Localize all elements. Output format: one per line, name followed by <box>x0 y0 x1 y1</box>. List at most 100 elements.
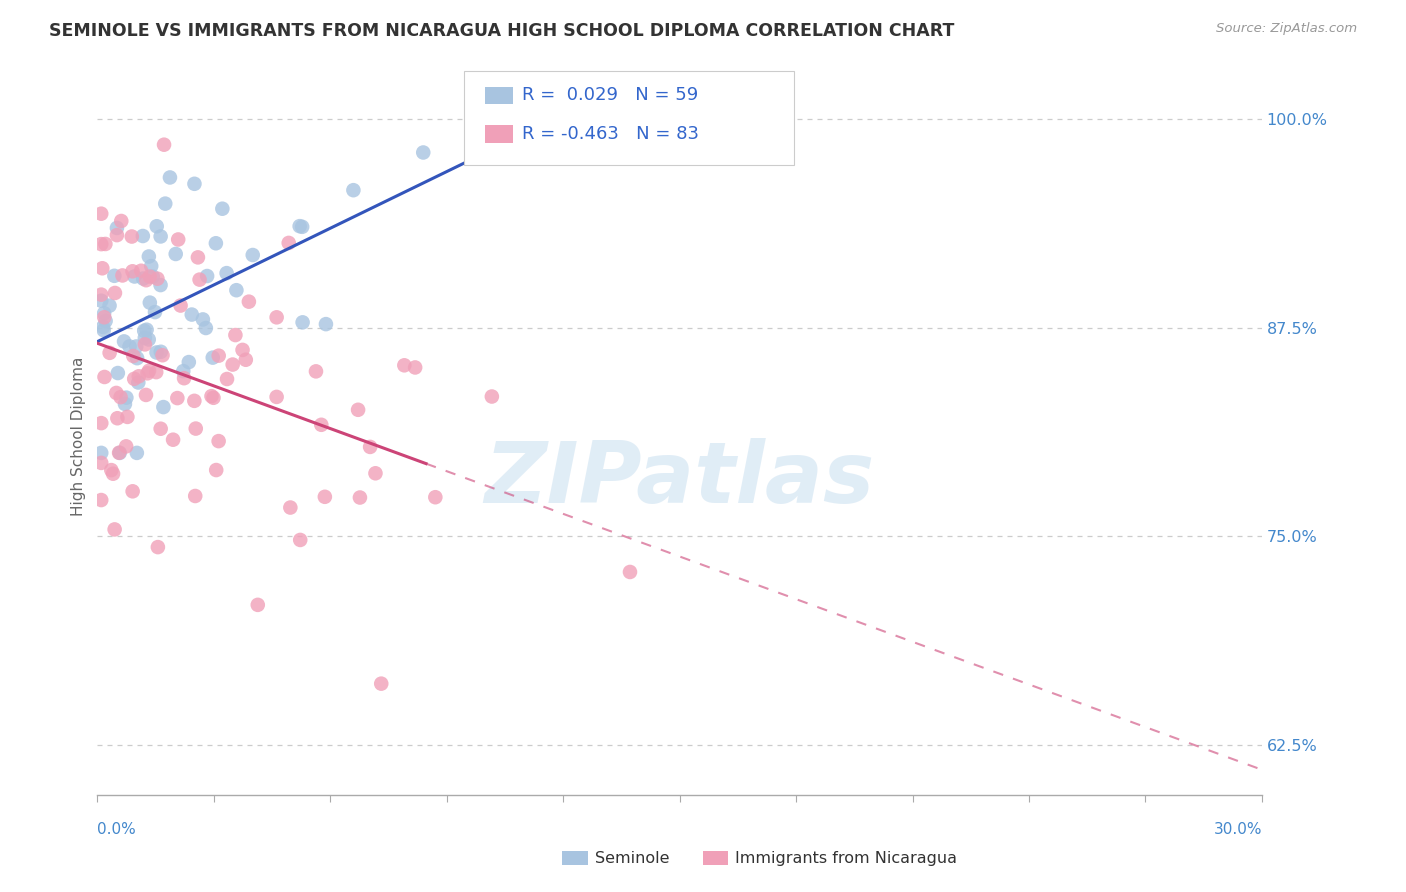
Point <box>105 228 128 243</box>
Point <box>134 331 156 345</box>
Point <box>183 393 205 408</box>
Point <box>142 269 165 284</box>
Point <box>232 343 254 357</box>
Text: Seminole: Seminole <box>595 851 669 865</box>
Point <box>347 402 370 417</box>
Point <box>138 333 160 347</box>
Point <box>242 248 264 262</box>
Point <box>619 565 641 579</box>
Point <box>169 299 191 313</box>
Point <box>180 308 202 322</box>
Point <box>110 214 132 228</box>
Point <box>224 328 246 343</box>
Point <box>149 229 172 244</box>
Point <box>291 219 314 234</box>
Point <box>94 314 117 328</box>
Point <box>394 359 416 373</box>
Point <box>90 287 112 301</box>
Point <box>152 400 174 414</box>
Point <box>425 490 447 504</box>
Point <box>134 337 156 351</box>
Point <box>108 446 131 460</box>
Point <box>98 346 121 360</box>
Point <box>101 467 124 481</box>
Point <box>315 317 337 331</box>
Text: 0.0%: 0.0% <box>97 822 136 837</box>
Point <box>200 389 222 403</box>
Point <box>246 598 269 612</box>
Point <box>132 271 155 285</box>
Point <box>238 294 260 309</box>
Text: Source: ZipAtlas.com: Source: ZipAtlas.com <box>1216 22 1357 36</box>
Point <box>159 170 181 185</box>
Text: R = -0.463   N = 83: R = -0.463 N = 83 <box>522 125 699 143</box>
Point <box>91 320 114 334</box>
Point <box>115 391 138 405</box>
Point <box>207 434 229 449</box>
Point <box>280 500 302 515</box>
Point <box>105 221 128 235</box>
Point <box>225 283 247 297</box>
Point <box>412 145 434 160</box>
Point <box>112 334 135 349</box>
Point <box>104 523 127 537</box>
Point <box>211 202 233 216</box>
Point <box>143 305 166 319</box>
Point <box>138 364 160 378</box>
Point <box>90 456 112 470</box>
Point <box>359 440 381 454</box>
Point <box>266 390 288 404</box>
Point <box>370 676 392 690</box>
Point <box>90 493 112 508</box>
Point <box>215 266 238 280</box>
Point <box>146 540 169 554</box>
Point <box>184 489 207 503</box>
Point <box>145 365 167 379</box>
Point <box>134 324 156 338</box>
Point <box>100 463 122 477</box>
Point <box>136 366 159 380</box>
Point <box>114 397 136 411</box>
Point <box>149 278 172 293</box>
Point <box>128 369 150 384</box>
Point <box>135 388 157 402</box>
Point <box>188 272 211 286</box>
Point <box>124 269 146 284</box>
Point <box>187 251 209 265</box>
Point <box>135 273 157 287</box>
Point <box>215 372 238 386</box>
Point <box>305 364 328 378</box>
Point <box>127 376 149 390</box>
Point <box>145 345 167 359</box>
Point <box>184 421 207 435</box>
Point <box>129 264 152 278</box>
Text: ZIPatlas: ZIPatlas <box>485 438 875 521</box>
Point <box>166 391 188 405</box>
Point <box>105 386 128 401</box>
Point <box>194 321 217 335</box>
Point <box>132 229 155 244</box>
Point <box>165 247 187 261</box>
Point <box>115 439 138 453</box>
Point <box>139 295 162 310</box>
Point <box>139 269 162 284</box>
Point <box>349 491 371 505</box>
Point <box>235 352 257 367</box>
Point <box>314 490 336 504</box>
Point <box>201 351 224 365</box>
Point <box>138 250 160 264</box>
Point <box>111 268 134 283</box>
Point <box>107 366 129 380</box>
Point <box>93 323 115 337</box>
Point <box>122 349 145 363</box>
Point <box>205 463 228 477</box>
Point <box>93 310 115 325</box>
Point <box>202 391 225 405</box>
Point <box>481 390 503 404</box>
Point <box>135 323 157 337</box>
Point <box>205 236 228 251</box>
Point <box>311 417 333 432</box>
Point <box>191 312 214 326</box>
Point <box>93 306 115 320</box>
Point <box>125 446 148 460</box>
